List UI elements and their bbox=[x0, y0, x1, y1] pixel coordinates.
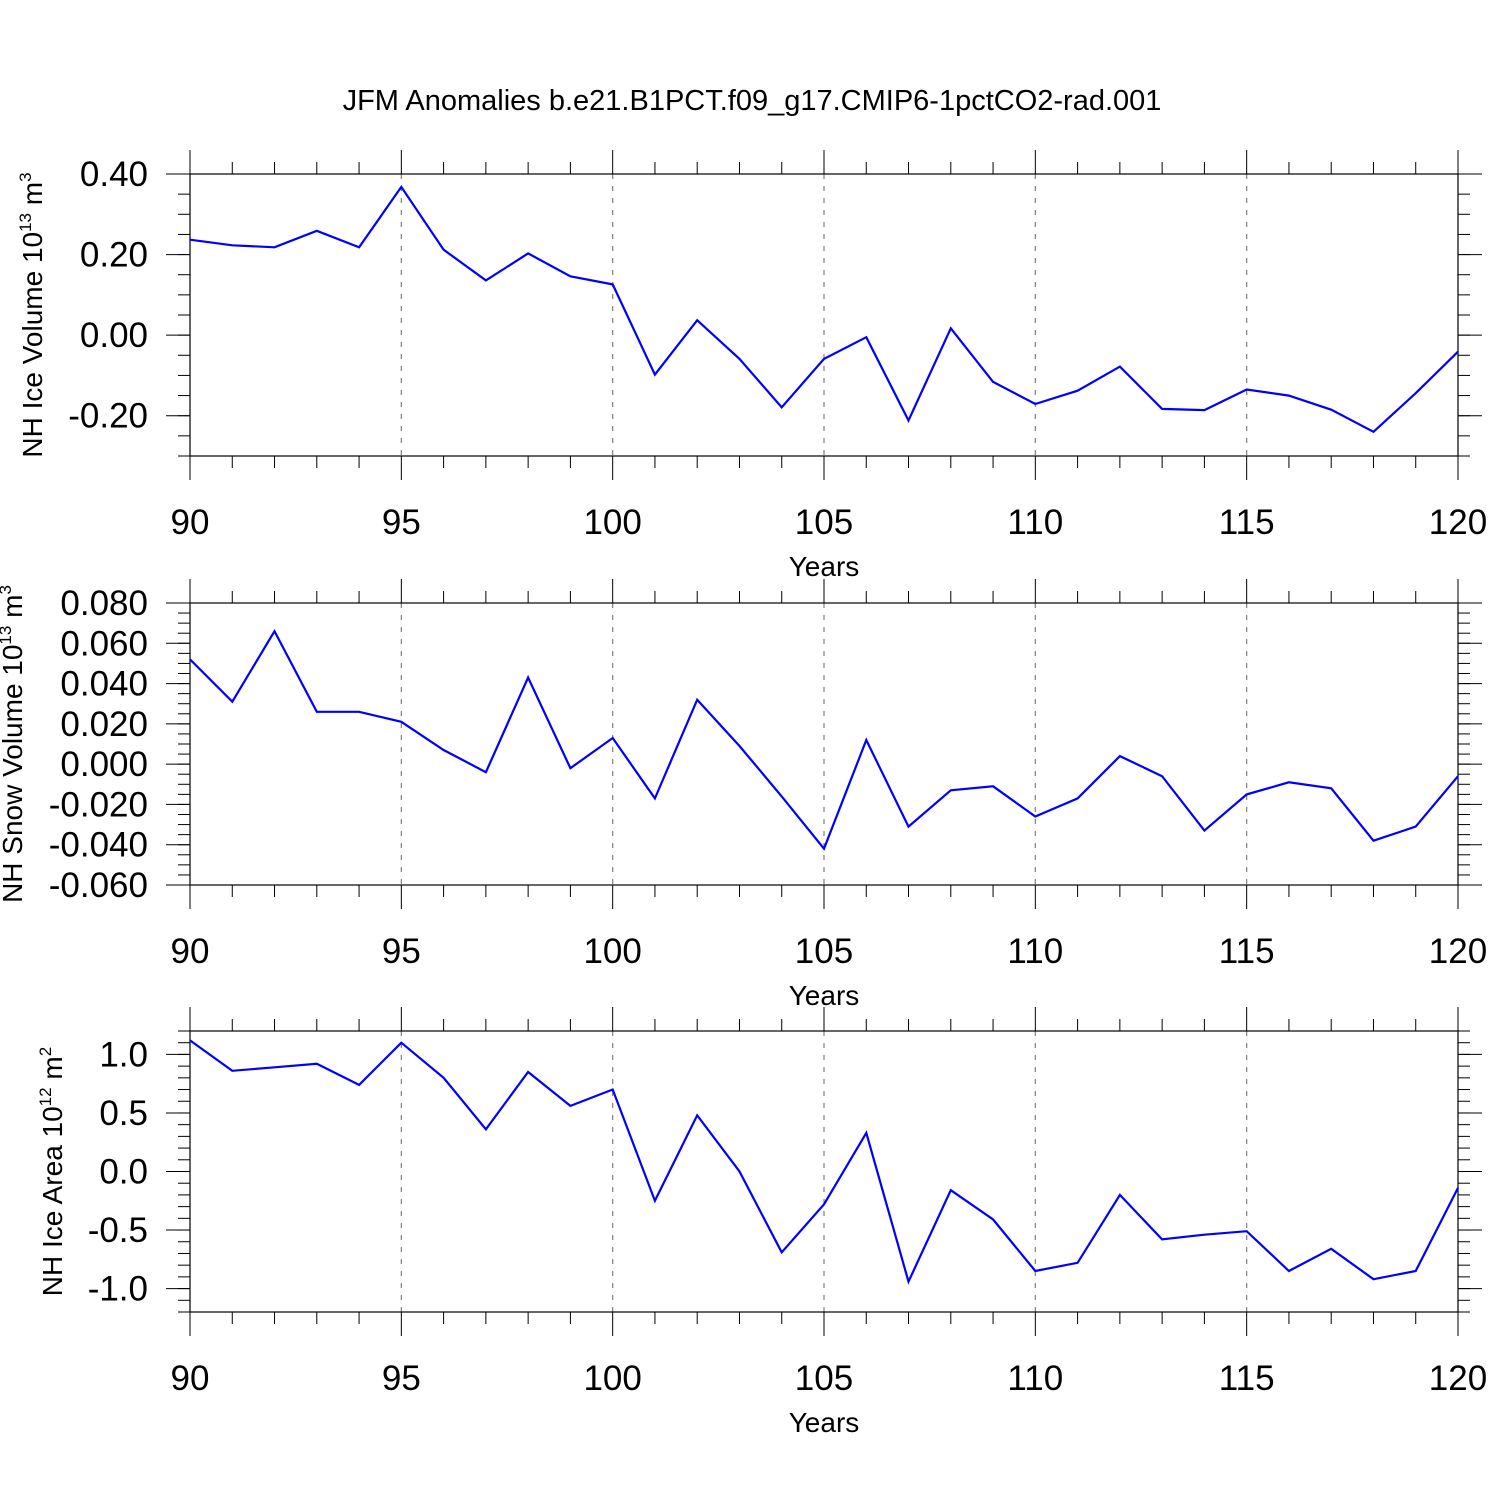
series-line bbox=[189, 628, 1459, 851]
x-axis-label: Years bbox=[789, 980, 860, 1011]
y-axis-label-part: NH Ice Volume 10 bbox=[17, 232, 48, 458]
y-tick-label: -0.020 bbox=[49, 785, 148, 824]
y-axis-label: NH Ice Volume 1013 m3 bbox=[16, 172, 48, 457]
y-tick-label: 0.20 bbox=[80, 236, 148, 275]
y-axis-label-part: m bbox=[17, 182, 48, 213]
y-tick-label: 0.00 bbox=[80, 316, 148, 355]
y-tick-label: 0.040 bbox=[60, 665, 148, 704]
y-tick-label: 1.0 bbox=[99, 1035, 148, 1074]
y-axis-label-part: m bbox=[0, 595, 28, 626]
series-line bbox=[189, 184, 1459, 434]
y-axis-label-part: 12 bbox=[36, 1087, 55, 1106]
x-tick-label: 95 bbox=[382, 932, 421, 971]
y-axis-label-part: 2 bbox=[36, 1047, 55, 1056]
x-tick-label: 120 bbox=[1429, 503, 1487, 542]
panel-2: 90 95 100 105 110 115 120-0.060-0.040-0.0200.0… bbox=[0, 579, 1487, 1011]
y-axis-label-part: NH Ice Area 10 bbox=[37, 1106, 68, 1296]
x-tick-label: 90 bbox=[171, 1359, 210, 1398]
y-axis-label-part: 13 bbox=[0, 626, 15, 645]
x-tick-label: 115 bbox=[1219, 503, 1275, 542]
x-tick-label: 120 bbox=[1429, 1359, 1487, 1398]
y-axis-label-part: 13 bbox=[16, 213, 35, 232]
x-tick-label: 110 bbox=[1007, 503, 1063, 542]
x-tick-label: 90 bbox=[171, 932, 210, 971]
plot-frame bbox=[189, 602, 1459, 886]
chart-panels: 90 95 100 105 110 115 120 -0.20 0.00 0.20 0.40 Year… bbox=[0, 150, 1487, 1438]
x-tick-label: 110 bbox=[1007, 1359, 1063, 1398]
chart-title: JFM Anomalies b.e21.B1PCT.f09_g17.CMIP6-… bbox=[343, 85, 1162, 117]
x-tick-label: 115 bbox=[1219, 932, 1275, 971]
y-tick-label: -0.060 bbox=[49, 866, 148, 905]
y-axis-label-part: NH Snow Volume 10 bbox=[0, 645, 28, 903]
y-tick-label: -1.0 bbox=[88, 1270, 148, 1309]
x-tick-label: 115 bbox=[1219, 1359, 1275, 1398]
x-tick-label: 105 bbox=[795, 932, 853, 971]
panel-3: 90 95 100 105 110 115 120 -1.0 -0.5 0.0 0.5 1.0 Year… bbox=[36, 1007, 1487, 1438]
x-axis-label: Years bbox=[789, 551, 860, 582]
y-axis-label-part: 3 bbox=[0, 585, 15, 594]
y-tick-label: -0.040 bbox=[49, 826, 148, 865]
plot-frame bbox=[189, 1030, 1459, 1313]
x-tick-label: 105 bbox=[795, 503, 853, 542]
y-axis-label: NH Snow Volume 1013 m3 bbox=[0, 585, 28, 903]
y-tick-label: -0.20 bbox=[68, 397, 148, 436]
y-tick-label: 0.0 bbox=[99, 1153, 148, 1192]
y-tick-label: 0.40 bbox=[80, 155, 148, 194]
y-tick-label: 0.020 bbox=[60, 705, 148, 744]
x-tick-label: 105 bbox=[795, 1359, 853, 1398]
x-tick-label: 120 bbox=[1429, 932, 1487, 971]
x-tick-label: 95 bbox=[382, 503, 421, 542]
series-line bbox=[189, 1039, 1459, 1285]
y-axis-label: NH Ice Area 1012 m2 bbox=[36, 1047, 68, 1296]
y-tick-label: 0.000 bbox=[60, 745, 148, 784]
x-tick-label: 90 bbox=[171, 503, 210, 542]
y-tick-label: -0.5 bbox=[88, 1211, 148, 1250]
x-tick-label: 110 bbox=[1007, 932, 1063, 971]
x-axis-label: Years bbox=[789, 1407, 860, 1438]
x-tick-label: 100 bbox=[583, 932, 641, 971]
y-tick-label: 0.060 bbox=[60, 624, 148, 663]
panel-1: 90 95 100 105 110 115 120 -0.20 0.00 0.20 0.40 Year… bbox=[16, 150, 1487, 582]
x-tick-label: 100 bbox=[583, 503, 641, 542]
y-tick-label: 0.080 bbox=[60, 584, 148, 623]
x-tick-label: 100 bbox=[583, 1359, 641, 1398]
x-tick-label: 95 bbox=[382, 1359, 421, 1398]
y-axis-label-part: 3 bbox=[16, 172, 35, 181]
y-axis-label-part: m bbox=[37, 1056, 68, 1087]
y-tick-label: 0.5 bbox=[99, 1094, 148, 1133]
